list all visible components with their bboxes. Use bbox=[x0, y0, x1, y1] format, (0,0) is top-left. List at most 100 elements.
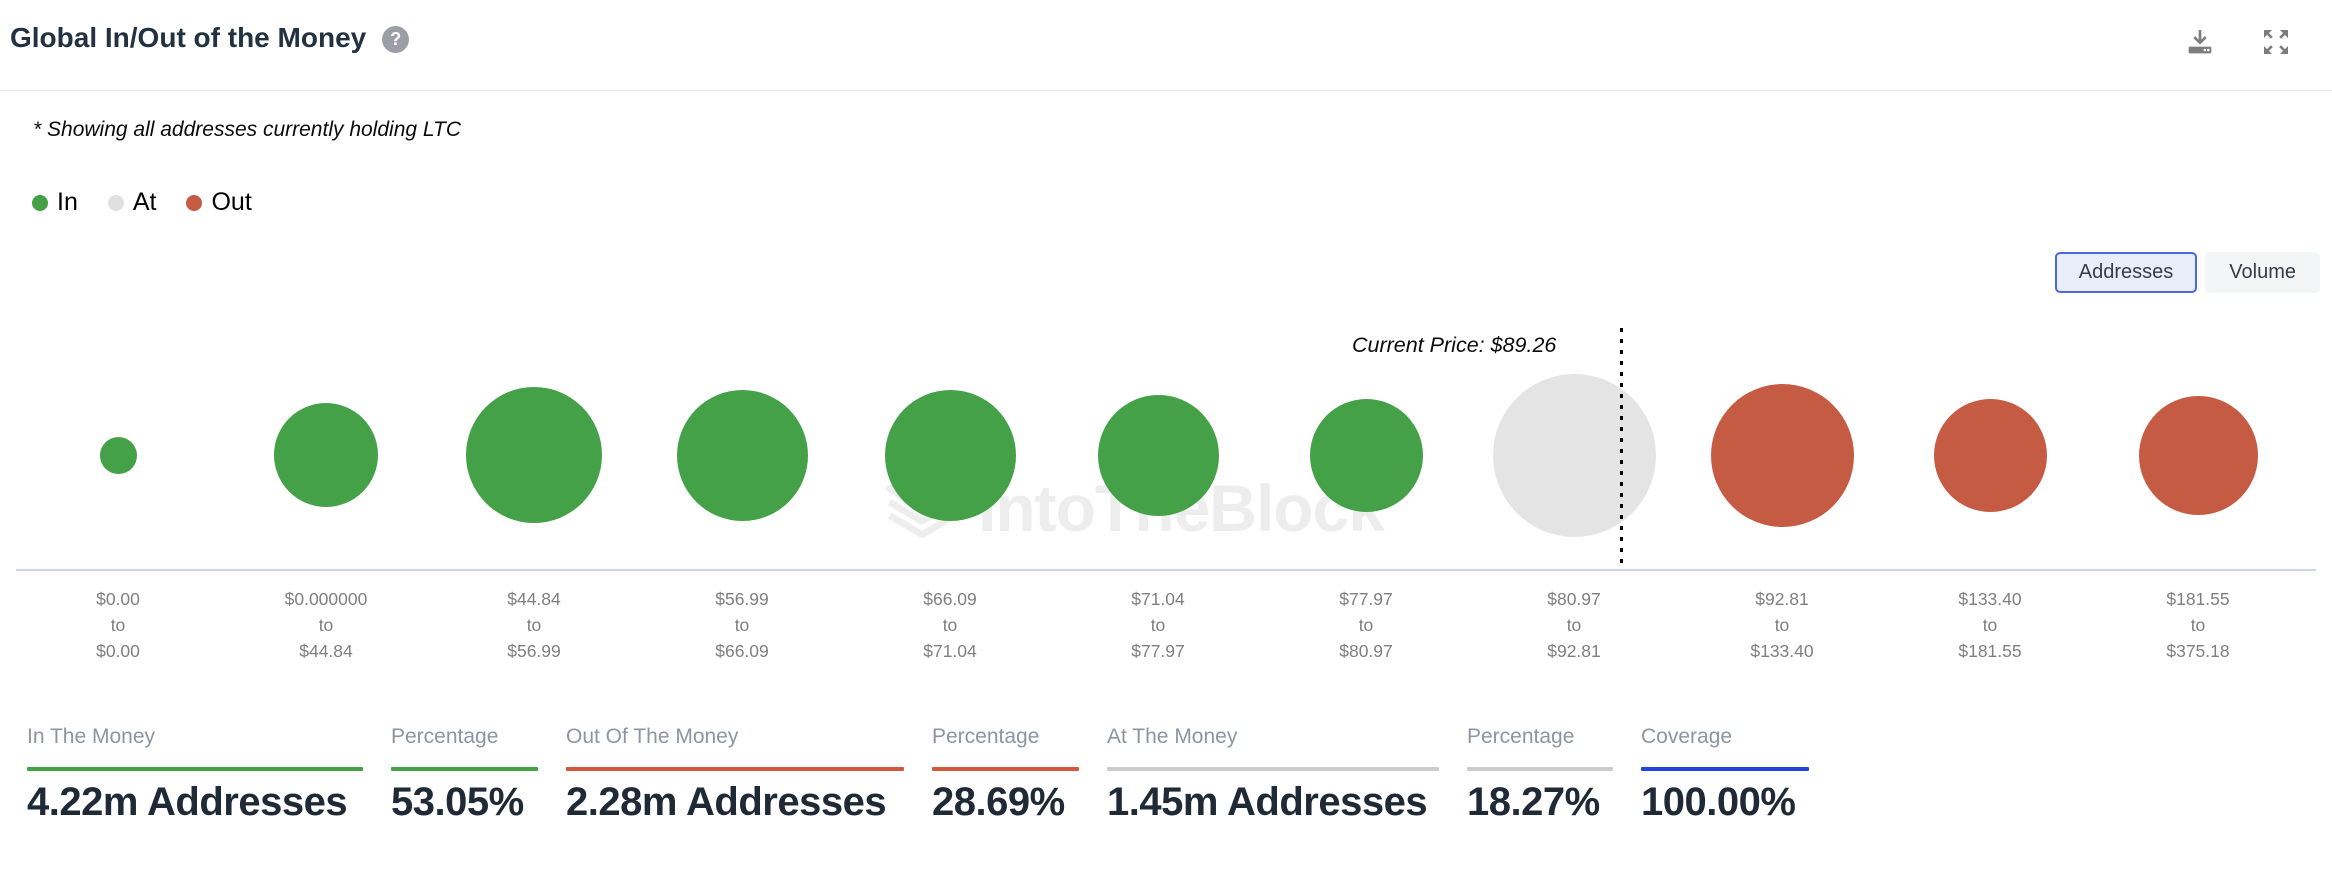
page-title: Global In/Out of the Money bbox=[10, 22, 367, 53]
bubble-slot bbox=[1678, 320, 1886, 590]
bubble-in-5[interactable] bbox=[1097, 394, 1219, 516]
range-from: $44.84 bbox=[507, 589, 561, 609]
range-to: $77.97 bbox=[1131, 641, 1185, 661]
bubble-slot bbox=[1886, 320, 2094, 590]
range-from: $56.99 bbox=[715, 589, 769, 609]
summary-stats: In The Money 4.22m Addresses Percentage 53.… bbox=[27, 726, 1809, 825]
legend-item-in[interactable]: In bbox=[32, 188, 78, 217]
bubble-in-0[interactable] bbox=[99, 436, 137, 474]
fullscreen-icon[interactable] bbox=[2260, 26, 2292, 58]
stat-label: Percentage bbox=[1467, 725, 1575, 748]
bubble-slot bbox=[846, 320, 1054, 590]
price-range-label: $181.55 to $375.18 bbox=[2094, 586, 2302, 664]
stat-value: 100.00% bbox=[1641, 780, 1796, 824]
range-from: $0.000000 bbox=[284, 589, 368, 609]
stat-underline bbox=[27, 767, 363, 771]
bubble-out-10[interactable] bbox=[2138, 395, 2258, 515]
stat-underline bbox=[566, 767, 904, 771]
bubble-in-4[interactable] bbox=[884, 389, 1016, 521]
price-range-label: $80.97 to $92.81 bbox=[1470, 586, 1678, 664]
bubble-out-9[interactable] bbox=[1933, 398, 2047, 512]
range-from: $80.97 bbox=[1547, 589, 1601, 609]
legend-dot-icon bbox=[107, 194, 124, 211]
range-separator: to bbox=[526, 615, 542, 635]
range-to: $375.18 bbox=[2166, 641, 2230, 661]
stat-column-percentage: Percentage 53.05% bbox=[391, 726, 538, 825]
range-to: $80.97 bbox=[1339, 641, 1393, 661]
range-separator: to bbox=[2190, 615, 2206, 635]
price-range-label: $66.09 to $71.04 bbox=[846, 586, 1054, 664]
price-range-label: $133.40 to $181.55 bbox=[1886, 586, 2094, 664]
help-icon[interactable]: ? bbox=[382, 26, 410, 53]
x-axis-line bbox=[16, 569, 2316, 571]
stat-label: At The Money bbox=[1107, 725, 1238, 748]
legend-item-out[interactable]: Out bbox=[186, 188, 252, 217]
bubble-out-8[interactable] bbox=[1710, 383, 1854, 527]
range-to: $92.81 bbox=[1547, 641, 1601, 661]
stat-column-coverage: Coverage 100.00% bbox=[1641, 726, 1809, 825]
legend-item-at[interactable]: At bbox=[107, 188, 156, 217]
legend: In At Out bbox=[32, 188, 252, 217]
stat-label: Percentage bbox=[932, 725, 1040, 748]
stat-column-at-the-money: At The Money 1.45m Addresses bbox=[1107, 726, 1439, 825]
price-range-labels: $0.00 to $0.00 $0.000000 to $44.84 $44.84 to $56… bbox=[14, 586, 2302, 664]
stat-underline bbox=[391, 767, 538, 771]
range-separator: to bbox=[734, 615, 750, 635]
range-to: $0.00 bbox=[96, 641, 140, 661]
toggle-button-volume[interactable]: Volume bbox=[2205, 252, 2320, 293]
stat-value: 28.69% bbox=[932, 780, 1065, 824]
price-range-label: $0.00 to $0.00 bbox=[14, 586, 222, 664]
range-separator: to bbox=[942, 615, 958, 635]
price-range-label: $0.000000 to $44.84 bbox=[222, 586, 430, 664]
current-price-annotation: Current Price: $89.26 bbox=[1352, 333, 1557, 357]
range-to: $66.09 bbox=[715, 641, 769, 661]
range-from: $133.40 bbox=[1958, 589, 2022, 609]
bubble-chart: IntoTheBlock $0.00to$0.00$0.000000to$44.… bbox=[0, 320, 2332, 670]
current-price-line bbox=[1620, 328, 1623, 570]
stat-column-percentage: Percentage 28.69% bbox=[932, 726, 1079, 825]
bubble-slot bbox=[222, 320, 430, 590]
bubble-slot bbox=[2094, 320, 2302, 590]
bubble-in-1[interactable] bbox=[274, 403, 378, 507]
stat-underline bbox=[1467, 767, 1613, 771]
stat-column-in-the-money: In The Money 4.22m Addresses bbox=[27, 726, 363, 825]
legend-label: In bbox=[57, 188, 78, 216]
legend-dot-icon bbox=[186, 194, 203, 211]
bubble-in-6[interactable] bbox=[1309, 398, 1423, 512]
stat-value: 53.05% bbox=[391, 780, 524, 824]
stat-column-out-of-the-money: Out Of The Money 2.28m Addresses bbox=[566, 726, 904, 825]
legend-dot-icon bbox=[32, 194, 48, 211]
range-separator: to bbox=[1566, 615, 1582, 635]
range-from: $77.97 bbox=[1339, 589, 1393, 609]
toggle-button-addresses[interactable]: Addresses bbox=[2054, 252, 2198, 293]
stat-value: 2.28m Addresses bbox=[566, 780, 887, 824]
range-separator: to bbox=[1150, 615, 1166, 635]
stat-underline bbox=[932, 767, 1079, 771]
range-from: $66.09 bbox=[923, 589, 977, 609]
range-separator: to bbox=[1982, 615, 1998, 635]
range-to: $133.40 bbox=[1750, 641, 1814, 661]
price-range-label: $44.84 to $56.99 bbox=[430, 586, 638, 664]
bubble-slot bbox=[14, 320, 222, 590]
bubble-row bbox=[14, 320, 2302, 590]
price-range-label: $56.99 to $66.09 bbox=[638, 586, 846, 664]
range-from: $0.00 bbox=[96, 589, 140, 609]
stat-underline bbox=[1107, 767, 1439, 771]
stat-value: 18.27% bbox=[1467, 780, 1600, 824]
range-to: $44.84 bbox=[299, 641, 353, 661]
price-range-label: $71.04 to $77.97 bbox=[1054, 586, 1262, 664]
stat-column-percentage: Percentage 18.27% bbox=[1467, 726, 1613, 825]
bubble-in-3[interactable] bbox=[676, 389, 808, 521]
bubble-at-7[interactable] bbox=[1492, 373, 1656, 537]
range-to: $71.04 bbox=[923, 641, 977, 661]
stat-label: Percentage bbox=[391, 725, 499, 748]
range-from: $181.55 bbox=[2166, 589, 2230, 609]
chart-header: Global In/Out of the Money ? bbox=[0, 0, 2332, 91]
stat-label: In The Money bbox=[27, 725, 156, 748]
stat-underline bbox=[1641, 767, 1809, 771]
bubble-in-2[interactable] bbox=[466, 387, 602, 523]
download-icon[interactable] bbox=[2184, 26, 2216, 58]
bubble-slot bbox=[638, 320, 846, 590]
range-separator: to bbox=[318, 615, 334, 635]
price-range-label: $77.97 to $80.97 bbox=[1262, 586, 1470, 664]
